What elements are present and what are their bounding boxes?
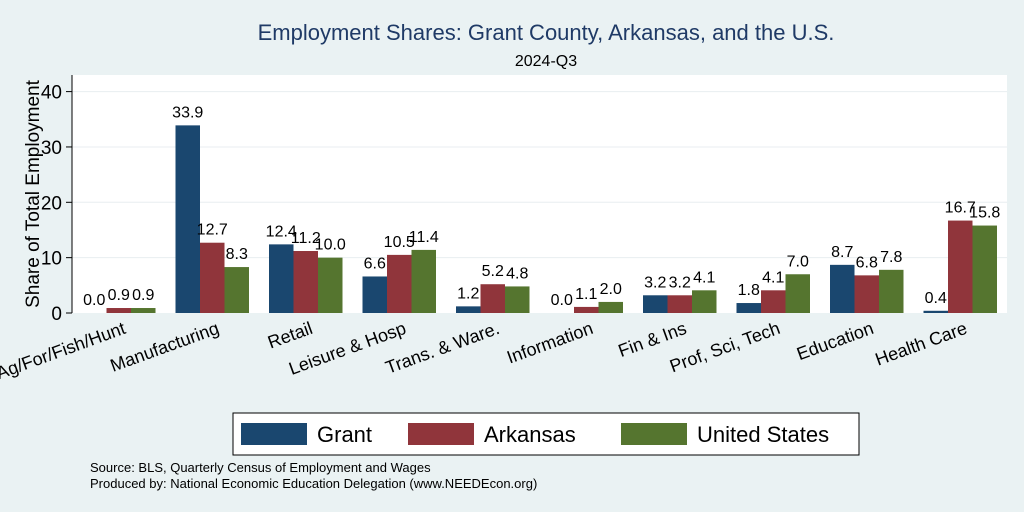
data-label: 16.7 (945, 200, 976, 217)
bar-grant (362, 276, 387, 313)
data-label: 0.0 (551, 292, 573, 309)
y-axis-label: Share of Total Employment (23, 79, 44, 307)
data-label: 4.1 (762, 269, 784, 286)
bar-grant (736, 303, 761, 313)
data-label: 0.4 (925, 290, 947, 307)
bar-united-states (318, 257, 343, 313)
data-label: 6.8 (856, 254, 878, 271)
bar-arkansas (948, 220, 973, 313)
bar-united-states (692, 290, 717, 313)
source-note: Source: BLS, Quarterly Census of Employm… (90, 460, 431, 475)
data-label: 3.2 (644, 274, 666, 291)
data-label: 15.8 (969, 205, 1000, 222)
legend-swatch-united-states (621, 423, 687, 445)
legend: Grant Arkansas United States (232, 412, 860, 456)
y-tick-label: 40 (41, 83, 62, 104)
bar-arkansas (761, 290, 786, 313)
legend-label: Grant (317, 422, 372, 447)
bar-grant (175, 125, 200, 314)
bar-united-states (131, 308, 156, 313)
bar-united-states (972, 225, 997, 313)
data-label: 5.2 (482, 263, 504, 280)
bar-grant (643, 295, 668, 313)
bar-united-states (224, 267, 249, 313)
bar-united-states (411, 249, 436, 313)
bar-arkansas (480, 284, 505, 313)
data-label: 12.7 (197, 222, 228, 239)
data-labels: 0.0 0.9 0.933.912.78.312.411.210.06.610.51… (83, 104, 1000, 309)
producer-note: Produced by: National Economic Education… (90, 476, 537, 491)
y-tick-label: 0 (51, 304, 62, 325)
bars (106, 125, 997, 314)
bar-arkansas (106, 308, 131, 313)
bar-united-states (879, 269, 904, 313)
legend-label: United States (697, 422, 829, 447)
legend-box (232, 412, 860, 456)
y-tick-label: 30 (41, 138, 62, 159)
x-tick-label: Health Care (873, 318, 970, 370)
data-label: 10.0 (315, 237, 346, 254)
legend-swatch-grant (241, 423, 307, 445)
bar-arkansas (667, 295, 692, 313)
bar-grant (269, 244, 294, 313)
data-label: 8.3 (226, 246, 248, 263)
bar-united-states (598, 301, 623, 313)
legend-swatch-arkansas (408, 423, 474, 445)
data-label: 4.8 (506, 265, 528, 282)
legend-label: Arkansas (484, 422, 576, 447)
bar-united-states (785, 274, 810, 313)
bar-arkansas (387, 254, 412, 313)
x-tick-label: Information (504, 318, 595, 368)
data-label: 6.6 (364, 255, 386, 272)
x-tick-label: Retail (265, 318, 315, 353)
bar-grant (923, 310, 948, 313)
data-label: 7.8 (880, 249, 902, 266)
data-label: 0.9 (132, 287, 154, 304)
bar-grant (456, 306, 481, 313)
y-tick-label: 10 (41, 249, 62, 270)
data-label: 1.1 (575, 286, 597, 303)
x-tick-label: Manufacturing (108, 318, 222, 376)
data-label: 12.4 (266, 223, 297, 240)
data-label: 11.2 (291, 230, 321, 247)
data-label: 8.7 (831, 244, 853, 261)
data-label: 10.5 (384, 234, 415, 251)
y-axis-ticks: 0 10 20 30 40 (41, 83, 72, 325)
data-label: 0.0 (83, 292, 105, 309)
bar-grant (830, 264, 855, 313)
data-label: 3.2 (669, 274, 691, 291)
data-label: 11.4 (409, 229, 439, 246)
bar-arkansas (293, 251, 318, 313)
data-label: 1.2 (457, 285, 479, 302)
gridlines (72, 91, 1007, 259)
bar-arkansas (200, 242, 225, 313)
bar-united-states (505, 286, 530, 313)
data-label: 4.1 (693, 269, 715, 286)
data-label: 33.9 (172, 104, 203, 121)
data-label: 0.9 (108, 287, 130, 304)
bar-arkansas (854, 275, 879, 313)
data-label: 1.8 (738, 282, 760, 299)
chart-title: Employment Shares: Grant County, Arkansa… (258, 20, 835, 45)
y-tick-label: 20 (41, 193, 62, 214)
x-tick-label: Ag/For/Fish/Hunt (0, 318, 128, 383)
data-label: 7.0 (787, 253, 809, 270)
bar-arkansas (574, 306, 599, 313)
chart-subtitle: 2024-Q3 (515, 53, 577, 70)
data-label: 2.0 (600, 281, 622, 298)
x-tick-label: Education (794, 318, 876, 364)
